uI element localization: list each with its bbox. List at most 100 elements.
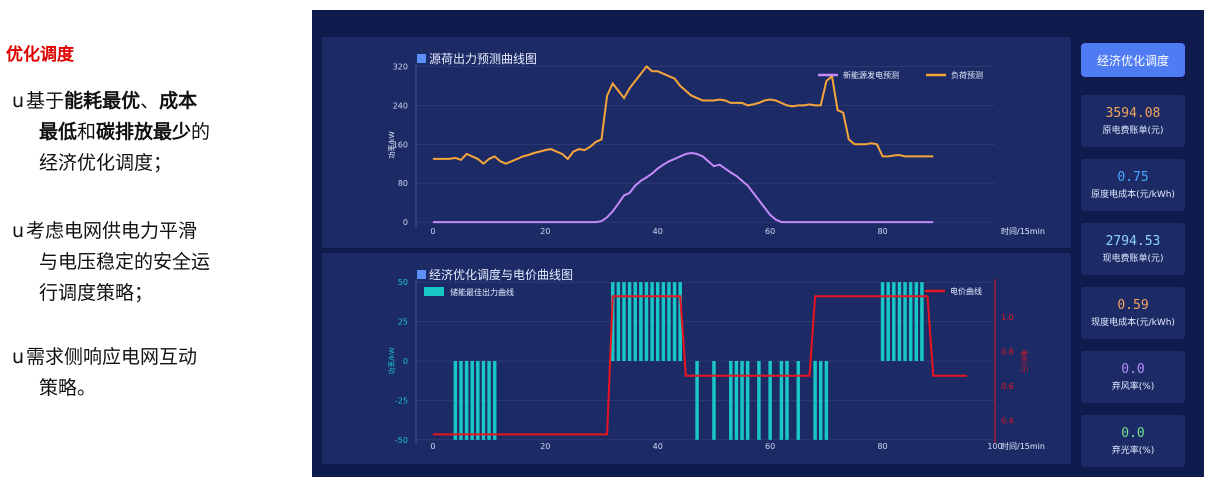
bar <box>813 361 817 440</box>
bar <box>650 282 654 361</box>
x-tick-label: 20 <box>540 227 550 236</box>
y-tick-label: 0 <box>403 218 408 227</box>
series-line <box>432 151 934 224</box>
x-tick-label: 40 <box>653 442 663 451</box>
metric-label: 弃光率(%) <box>1111 446 1155 456</box>
x-axis-label: 时间/15min <box>1001 226 1045 236</box>
y2-tick-label: 0.4 <box>1001 417 1014 426</box>
metric-value: 3594.08 <box>1105 106 1161 121</box>
bar <box>476 361 480 440</box>
x-tick-label: 0 <box>430 227 435 236</box>
bar <box>611 282 615 361</box>
bar <box>818 361 823 440</box>
y-tick-label: 160 <box>393 140 408 149</box>
bar <box>903 282 907 361</box>
bullet-economic: u 基于能耗最优、成本 最低和碳排放最少的 经济优化调度； <box>12 90 211 174</box>
bar <box>672 282 677 361</box>
metric-value: 0.59 <box>1117 298 1149 313</box>
bar <box>661 282 666 361</box>
bar <box>880 282 885 361</box>
economic-dispatch-button[interactable]: 经济优化调度 <box>1081 43 1185 77</box>
x-tick-label: 0 <box>430 442 435 451</box>
metric-card: 0.0 弃风率(%) <box>1081 351 1185 403</box>
dispatch-title: 经济优化调度与电价曲线图 <box>417 266 573 283</box>
bar <box>616 282 621 361</box>
bar <box>779 361 784 440</box>
y2-tick-label: 1.0 <box>1001 313 1014 322</box>
bar <box>897 282 902 361</box>
metric-label: 弃风率(%) <box>1111 382 1155 392</box>
bar <box>785 361 789 440</box>
bar <box>655 282 660 361</box>
y2-tick-label: 0.8 <box>1001 348 1014 357</box>
title-marker-icon <box>417 270 426 279</box>
bullet-demand-response: u 需求侧响应电网互动 策略。 <box>12 346 198 399</box>
x-tick-label: 20 <box>540 442 550 451</box>
y-axis-label: 功率/kW <box>387 347 396 374</box>
bar <box>695 361 699 440</box>
bar <box>886 282 890 361</box>
bar <box>678 282 682 361</box>
y-tick-label: 25 <box>398 318 408 327</box>
bar <box>796 361 800 440</box>
bar <box>453 361 458 440</box>
metric-card: 3594.08 原电费账单(元) <box>1081 95 1185 147</box>
bar <box>745 361 750 440</box>
bar <box>627 282 632 361</box>
metric-card: 2794.53 现电费账单(元) <box>1081 223 1185 275</box>
x-tick-label: 80 <box>877 227 887 236</box>
legend-label: 新能源发电预测 <box>843 70 899 80</box>
forecast-panel <box>322 37 1071 248</box>
x-tick-label: 60 <box>765 442 775 451</box>
price-line <box>432 295 967 436</box>
legend-swatch <box>424 287 444 296</box>
bar <box>481 361 486 440</box>
bar <box>729 361 733 440</box>
forecast-title: 源荷出力预测曲线图 <box>417 50 537 67</box>
x-axis-label: 时间/15min <box>1001 441 1045 451</box>
bar <box>908 282 913 361</box>
x-tick-label: 60 <box>765 227 775 236</box>
bar <box>622 282 626 361</box>
y-tick-label: 320 <box>393 62 408 71</box>
bar <box>734 361 739 440</box>
bar <box>633 282 637 361</box>
bar <box>667 282 671 361</box>
y-tick-label: 240 <box>393 101 408 110</box>
y-tick-label: -50 <box>395 436 408 445</box>
metric-card: 0.59 现度电成本(元/kWh) <box>1081 287 1185 339</box>
metric-value: 0.75 <box>1117 170 1149 185</box>
metric-card: 0.0 弃光率(%) <box>1081 415 1185 467</box>
bar <box>459 361 463 440</box>
x-tick-label: 40 <box>653 227 663 236</box>
y2-axis-label: 电价/元 <box>1020 349 1029 372</box>
bar <box>757 361 761 440</box>
bar <box>470 361 474 440</box>
y2-tick-label: 0.6 <box>1001 382 1014 391</box>
legend-label: 储能最佳出力曲线 <box>450 287 514 297</box>
metric-label: 现度电成本(元/kWh) <box>1091 318 1175 328</box>
metric-value: 0.0 <box>1121 362 1145 377</box>
metric-label: 现电费账单(元) <box>1102 254 1164 264</box>
title-marker-icon <box>417 54 426 63</box>
y-axis-label: 功率/kW <box>387 131 396 158</box>
y-tick-label: 0 <box>403 357 408 366</box>
bar <box>487 361 491 440</box>
bar <box>892 282 896 361</box>
bar <box>644 282 649 361</box>
bullet-safety: u 考虑电网供电力平滑 与电压稳定的安全运 行调度策略； <box>12 220 211 304</box>
metric-label: 原电费账单(元) <box>1102 126 1164 136</box>
y-tick-label: -25 <box>395 396 408 405</box>
legend-label: 电价曲线 <box>950 286 982 296</box>
y-tick-label: 50 <box>398 278 408 287</box>
bar <box>914 282 919 361</box>
bar <box>464 361 469 440</box>
bar <box>920 282 924 361</box>
dispatch-chart: -50 -25 0 25 50 0.4 0.6 0.8 1.0 0 20 40 60 80 100时间/15… <box>387 278 1045 451</box>
metric-card: 0.75 原度电成本(元/kWh) <box>1081 159 1185 211</box>
y-tick-label: 80 <box>398 179 408 188</box>
bar <box>712 361 716 440</box>
metric-value: 0.0 <box>1121 426 1145 441</box>
forecast-chart: 0 80 160 240 320 0 20 40 60 80 时间/15min 功率/kW 新能源发电预… <box>387 62 1045 236</box>
bar <box>824 361 829 440</box>
